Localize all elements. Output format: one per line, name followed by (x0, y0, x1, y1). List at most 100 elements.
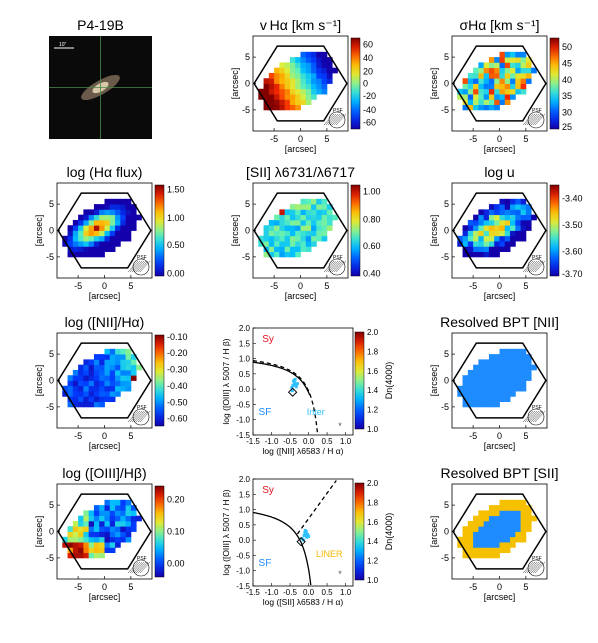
spaxel (295, 57, 301, 63)
integrated-marker (296, 536, 306, 547)
spaxel (104, 391, 111, 397)
spaxel (72, 251, 79, 258)
spaxel (483, 94, 490, 100)
y-tick-label: 5 (444, 199, 449, 209)
spaxel (104, 369, 111, 376)
spaxel (83, 230, 90, 237)
spaxel (488, 510, 495, 517)
y-tick-label: -1.0 (236, 567, 250, 576)
spaxel (263, 88, 270, 95)
spaxel (311, 57, 317, 63)
spaxel (99, 230, 105, 237)
spaxel (109, 364, 116, 371)
spaxel (120, 531, 127, 538)
spaxel (462, 391, 469, 397)
spaxel (93, 515, 100, 522)
y-tick-label: 5 (444, 500, 449, 510)
spaxel (467, 241, 474, 247)
spaxel (125, 520, 132, 527)
spaxel (115, 241, 121, 247)
spaxel (462, 401, 469, 408)
spaxel (510, 198, 516, 205)
y-tick-label: 0.5 (239, 370, 251, 379)
spaxel (494, 67, 500, 74)
spaxel (488, 505, 495, 511)
spaxel (499, 520, 506, 527)
spaxel (488, 225, 495, 231)
spaxel (104, 396, 111, 403)
spaxel (268, 72, 275, 79)
psf-label: PSF (137, 556, 147, 562)
x-axis-label: [arcsec] (484, 441, 516, 451)
psf-hatch (532, 410, 544, 423)
spaxel (284, 219, 291, 226)
spaxel (104, 225, 111, 231)
spaxel (473, 552, 479, 559)
spaxel (494, 526, 500, 532)
spaxel (295, 246, 301, 253)
psf-hatch (530, 410, 542, 423)
nii-panel: log ([NII]/Hα)PSF-5 0 550-5[arcsec][arcsec… (34, 314, 188, 451)
spaxel (467, 99, 474, 106)
spaxel (99, 547, 105, 554)
spaxel (326, 214, 333, 221)
spaxel (520, 225, 527, 231)
spaxel (289, 83, 296, 90)
spaxel (99, 246, 105, 253)
spaxel (289, 219, 296, 226)
spaxel (268, 241, 275, 247)
spaxel (263, 78, 270, 84)
spaxel (93, 251, 100, 258)
spaxel (478, 94, 485, 100)
spaxel-point (307, 535, 311, 538)
spaxel (478, 536, 485, 543)
spaxel (88, 510, 95, 517)
spaxel (478, 391, 485, 397)
spaxel (104, 235, 111, 242)
colorbar-label: Dn(4000) (384, 362, 394, 400)
psf-hatch (329, 260, 341, 273)
spaxel (263, 83, 270, 90)
spaxel (462, 552, 469, 559)
colorbar-tick-label: -20 (363, 91, 376, 101)
spaxel (525, 72, 532, 79)
spaxel (520, 235, 527, 242)
spaxel (72, 375, 79, 381)
spaxel (520, 214, 527, 221)
spaxel (321, 209, 328, 216)
colorbar-tick-label: -3.70 (562, 269, 583, 279)
psf-label: PSF (532, 255, 542, 261)
spaxel (488, 241, 495, 247)
y-tick-label: -5 (242, 105, 250, 115)
spaxel (467, 104, 474, 111)
spaxel (300, 62, 307, 69)
spaxel (300, 88, 307, 95)
psf-hatch (139, 260, 151, 273)
spaxel (478, 520, 485, 527)
spaxel (504, 348, 511, 355)
spaxel (499, 235, 506, 242)
spaxel (520, 51, 527, 58)
spaxel (125, 364, 132, 371)
spaxel (305, 94, 312, 100)
spaxel (125, 380, 132, 387)
spaxel (311, 241, 317, 247)
spaxel (504, 505, 511, 511)
spaxel (520, 515, 527, 522)
spaxel (494, 547, 500, 554)
psf-label: PSF (333, 255, 343, 261)
spaxel (483, 83, 490, 90)
spaxel (72, 380, 79, 387)
spaxel (115, 225, 121, 231)
dn4000-colorbar (354, 482, 365, 581)
spaxel (99, 380, 105, 387)
spaxel (483, 225, 490, 231)
x-tick-label: 5 (128, 431, 133, 441)
spaxel (120, 214, 127, 221)
psf-circle (527, 559, 545, 577)
spaxel (62, 241, 68, 247)
psf-label: PSF (137, 405, 147, 411)
psf-hatch (534, 113, 546, 126)
spaxel (515, 214, 522, 221)
spaxel (99, 542, 105, 548)
